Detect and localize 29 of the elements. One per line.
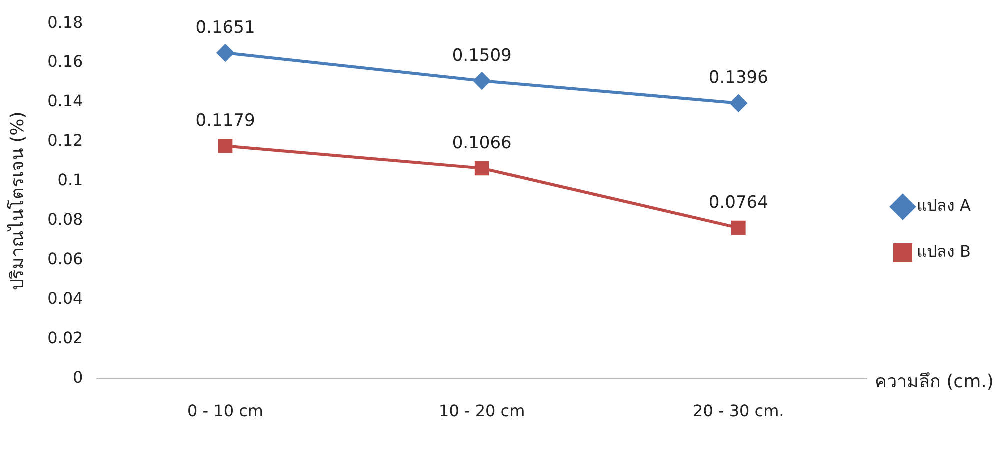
data-label: 0.1066 xyxy=(452,133,512,154)
point xyxy=(731,220,746,236)
legend-label: แปลง A xyxy=(916,196,972,216)
y-tick-label: 0.04 xyxy=(48,289,84,308)
data-label: 0.1509 xyxy=(452,46,512,66)
x-axis-title: ความลึก (cm.) xyxy=(874,371,994,392)
y-tick-label: 0.06 xyxy=(48,250,84,269)
point xyxy=(474,72,491,90)
point xyxy=(474,161,490,176)
data-label: 0.1179 xyxy=(196,111,256,132)
point xyxy=(730,94,748,112)
data-label: 0.1651 xyxy=(196,18,256,38)
x-tick-label: 10 - 20 cm xyxy=(439,402,526,421)
y-tick-label: 0.12 xyxy=(48,131,84,150)
y-tick-label: 0.18 xyxy=(48,12,84,32)
y-axis-title: ปริมาณไนโตรเจน (%) xyxy=(6,112,28,291)
y-tick-label: 0.08 xyxy=(48,210,84,230)
y-tick-label: 0 xyxy=(73,368,84,387)
point xyxy=(218,138,233,154)
data-label: 0.0764 xyxy=(708,192,768,213)
legend-label: แปลง B xyxy=(916,242,971,262)
y-tick-label: 0.1 xyxy=(58,170,84,190)
x-tick-label: 0 - 10 cm xyxy=(188,402,264,421)
y-tick-label: 0.14 xyxy=(48,92,84,111)
data-label: 0.1396 xyxy=(708,68,768,88)
y-tick-label: 0.02 xyxy=(48,328,84,348)
x-tick-label: 20 - 30 cm. xyxy=(693,402,784,421)
point xyxy=(217,44,234,62)
y-tick-label: 0.16 xyxy=(48,52,84,72)
